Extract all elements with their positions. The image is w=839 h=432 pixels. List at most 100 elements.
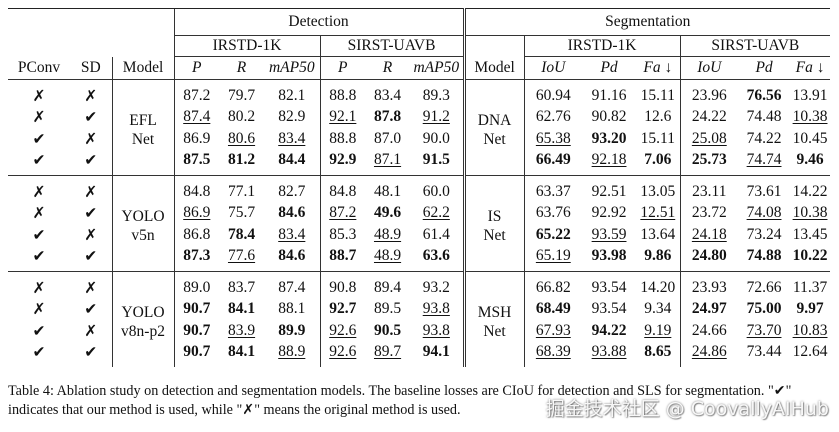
seg-value-cell: 93.88 — [591, 343, 627, 361]
watermark: 掘金技术社区 @ CoovallyAIHub — [545, 398, 829, 420]
seg-value-cell: 65.38 — [523, 128, 583, 150]
sd-mark: ✔ — [84, 204, 98, 223]
seg-value-cell: 63.76 — [523, 202, 583, 224]
table-row: ✗ ✗ YOLO v5n 84.8 77.1 82.7 84.8 48.1 60.0 IS Net 63… — [8, 175, 831, 272]
model-name-line: Net — [483, 323, 506, 340]
seg-value-cell: 10.22 — [792, 247, 828, 265]
seg-model-name: IS Net — [462, 175, 525, 272]
det-value-cell: 87.1 — [373, 151, 402, 169]
det-value-cell: 88.8 — [319, 79, 366, 107]
pconv-mark: ✔ — [32, 129, 46, 148]
det-value-cell: 88.7 — [319, 245, 366, 272]
det-value-cell: 48.1 — [365, 175, 411, 203]
model-header: Model — [111, 56, 175, 80]
seg-value-cell: 12.6 — [644, 108, 672, 126]
seg-value-cell: 94.22 — [591, 321, 627, 339]
header-spacer — [462, 35, 525, 57]
pconv-mark: ✗ — [32, 108, 46, 127]
det-value-cell: 83.4 — [278, 225, 306, 243]
det-value-cell: 87.5 — [173, 149, 220, 176]
seg-value-cell: 9.19 — [644, 321, 672, 339]
det-value-cell: 87.3 — [173, 245, 220, 272]
sd-mark: ✗ — [70, 175, 112, 203]
table-row: ✗ ✔ 86.9 75.7 84.6 87.2 49.6 62.2 63.76 92.92 12.5… — [8, 202, 830, 224]
det-model-name: YOLO v8n-p2 — [111, 271, 175, 367]
metric-header: P — [319, 56, 366, 80]
metric-header: Pd — [755, 59, 773, 76]
table-row: ✗ ✗ YOLO v8n-p2 89.0 83.7 87.4 90.8 89.4 93.2 MSH N… — [8, 271, 831, 367]
sd-mark: ✗ — [70, 271, 112, 299]
det-value-cell: 89.5 — [373, 300, 402, 318]
det-value-cell: 83.4 — [365, 79, 411, 107]
seg-value-cell: 92.18 — [591, 151, 627, 169]
seg-value-cell: 25.08 — [679, 128, 739, 150]
model-name-line: Net — [483, 227, 506, 244]
pconv-mark: ✗ — [8, 271, 70, 299]
det-value-cell: 75.7 — [227, 204, 256, 222]
pconv-mark: ✔ — [32, 321, 46, 340]
pconv-mark: ✗ — [32, 300, 46, 319]
det-value-cell: 84.1 — [227, 343, 256, 361]
det-value-cell: 83.4 — [278, 129, 306, 147]
det-value-cell: 86.9 — [173, 202, 220, 224]
seg-value-cell: 13.91 — [790, 79, 831, 107]
det-value-cell: 87.4 — [173, 106, 220, 128]
seg-value-cell: 92.51 — [582, 175, 637, 203]
det-value-cell: 87.0 — [373, 129, 402, 147]
seg-value-cell: 10.38 — [792, 108, 828, 126]
table-row: ✔ ✗ 86.8 78.4 83.4 85.3 48.9 61.4 65.22 93.59 13.6… — [8, 224, 830, 246]
det-value-cell: 92.7 — [319, 298, 366, 320]
det-value-cell: 63.6 — [422, 247, 450, 265]
model-name-line: YOLO — [121, 304, 165, 321]
det-value-cell: 80.6 — [227, 129, 256, 147]
sd-mark: ✔ — [84, 343, 98, 362]
pconv-mark: ✗ — [32, 204, 46, 223]
seg-value-cell: 8.65 — [644, 343, 672, 361]
header-spacer — [8, 8, 175, 36]
metric-header: P — [173, 56, 220, 80]
sd-mark: ✗ — [84, 129, 98, 148]
seg-value-cell: 74.88 — [746, 247, 782, 265]
sd-mark: ✗ — [84, 321, 98, 340]
det-value-cell: 83.7 — [219, 271, 265, 299]
pconv-mark: ✔ — [32, 343, 46, 362]
seg-value-cell: 93.20 — [591, 129, 627, 147]
det-value-cell: 92.6 — [319, 320, 366, 342]
metric-header: Fa ↓ — [795, 59, 825, 76]
seg-dataset-irstd: IRSTD-1K — [523, 35, 681, 57]
seg-value-cell: 12.51 — [640, 204, 676, 222]
det-value-cell: 91.5 — [422, 151, 450, 169]
seg-model-name: MSH Net — [462, 271, 525, 367]
metric-header: IoU — [523, 56, 583, 80]
det-dataset-irstd: IRSTD-1K — [173, 35, 321, 57]
seg-value-cell: 10.45 — [792, 129, 828, 147]
seg-value-cell: 9.46 — [796, 151, 824, 169]
det-value-cell: 83.9 — [227, 321, 256, 339]
seg-value-cell: 90.82 — [591, 108, 627, 126]
det-value-cell: 87.8 — [373, 108, 402, 126]
table-body: ✗ ✗ EFL Net 87.2 79.7 82.1 88.8 83.4 89.3 DNA Net 60… — [8, 79, 831, 367]
pconv-mark: ✗ — [8, 79, 70, 107]
model-name-line: IS — [487, 208, 502, 225]
det-value-cell: 87.4 — [264, 271, 321, 299]
model-name-line: YOLO — [121, 208, 165, 225]
det-value-cell: 90.8 — [319, 271, 366, 299]
seg-value-cell: 14.22 — [790, 175, 831, 203]
det-value-cell: 86.8 — [173, 224, 220, 246]
model-name-line: v5n — [131, 227, 155, 244]
det-value-cell: 49.6 — [373, 204, 402, 222]
seg-value-cell: 67.93 — [523, 320, 583, 342]
seg-value-cell: 23.11 — [679, 175, 739, 203]
segmentation-header: Segmentation — [462, 8, 831, 36]
det-value-cell: 79.7 — [219, 79, 265, 107]
sd-mark: ✔ — [84, 151, 98, 170]
seg-dataset-sirst: SIRST-UAVB — [679, 35, 831, 57]
seg-value-cell: 66.82 — [523, 271, 583, 299]
seg-value-cell: 73.24 — [746, 225, 782, 243]
det-value-cell: 77.6 — [227, 247, 256, 265]
seg-value-cell: 93.98 — [591, 247, 627, 265]
table-row: ✔ ✔ 90.7 84.1 88.9 92.6 89.7 94.1 68.39 93.88 8.65… — [8, 341, 830, 367]
det-value-cell: 84.4 — [278, 151, 306, 169]
seg-value-cell: 93.59 — [591, 225, 627, 243]
seg-value-cell: 23.96 — [679, 79, 739, 107]
